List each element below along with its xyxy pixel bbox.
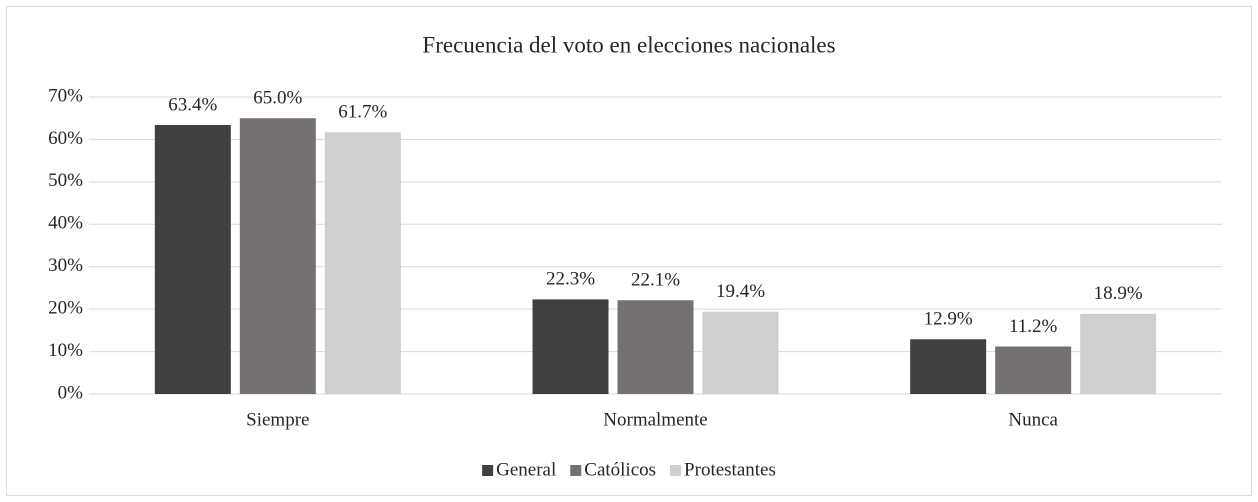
chart-title: Frecuencia del voto en elecciones nacion…	[422, 32, 835, 57]
bar	[532, 299, 609, 394]
legend-label: General	[496, 459, 556, 480]
bar	[702, 311, 779, 394]
y-tick-label: 10%	[48, 340, 83, 361]
legend-swatch	[670, 465, 682, 476]
legend-label: Católicos	[584, 459, 656, 480]
y-tick-label: 60%	[48, 128, 83, 149]
bar	[995, 346, 1072, 394]
data-label: 22.1%	[631, 270, 680, 291]
x-tick-label: Siempre	[246, 409, 309, 430]
data-label: 19.4%	[716, 281, 765, 302]
bar	[910, 339, 987, 394]
bar	[324, 132, 401, 395]
y-tick-label: 50%	[48, 170, 83, 191]
y-tick-label: 30%	[48, 255, 83, 276]
data-label: 63.4%	[168, 94, 217, 115]
data-label: 61.7%	[338, 102, 387, 123]
data-label: 22.3%	[546, 269, 595, 290]
legend-swatch	[570, 465, 582, 476]
data-label: 18.9%	[1094, 283, 1143, 304]
legend-label: Protestantes	[684, 459, 776, 480]
x-tick-label: Nunca	[1008, 409, 1058, 430]
y-tick-label: 40%	[48, 213, 83, 234]
y-tick-label: 0%	[58, 382, 84, 403]
data-label: 11.2%	[1009, 316, 1058, 337]
y-tick-label: 20%	[48, 298, 83, 319]
bar	[154, 125, 231, 394]
y-tick-label: 70%	[48, 85, 83, 106]
bar	[617, 300, 694, 394]
data-label: 12.9%	[924, 309, 973, 330]
data-label: 65.0%	[253, 88, 302, 109]
legend-swatch	[482, 465, 494, 476]
x-tick-label: Normalmente	[603, 409, 707, 430]
bar	[239, 118, 316, 394]
bar	[1080, 313, 1157, 394]
